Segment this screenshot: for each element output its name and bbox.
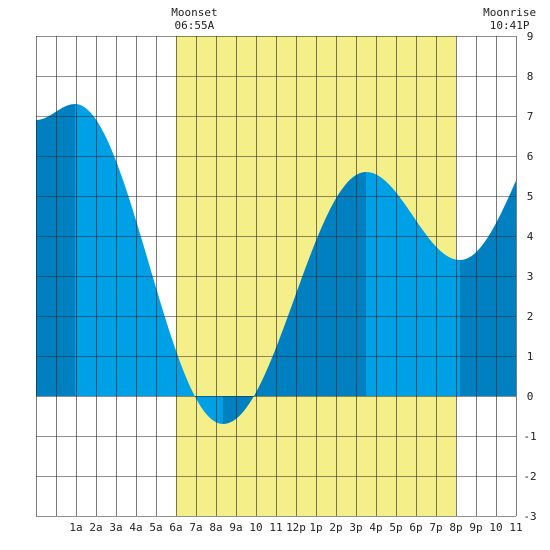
x-tick-label: 11 (269, 521, 282, 534)
x-tick-label: 12p (286, 521, 306, 534)
y-tick-label: 7 (527, 110, 534, 123)
tide-segment-2 (75, 104, 223, 424)
y-tick-label: -1 (523, 430, 536, 443)
y-tick-labels: -3 -2 -1 0 1 2 3 4 5 6 7 8 9 (523, 30, 536, 523)
x-tick-label: 1p (309, 521, 322, 534)
y-tick-label: 9 (527, 30, 534, 43)
x-tick-labels: 1a 2a 3a 4a 5a 6a 7a 8a 9a 10 11 12p 1p 2p 3p 4p 5p 6p 7p 8… (69, 521, 522, 534)
moon-annotations: Moonset 06:55A Moonrise 10:41P (171, 6, 536, 32)
x-tick-label: 9p (469, 521, 482, 534)
y-tick-label: 2 (527, 310, 534, 323)
x-tick-label: 4p (369, 521, 382, 534)
x-tick-label: 6a (169, 521, 182, 534)
x-tick-label: 3p (349, 521, 362, 534)
x-tick-label: 11 (509, 521, 522, 534)
x-tick-label: 9a (229, 521, 242, 534)
x-tick-label: 5p (389, 521, 402, 534)
y-tick-label: 8 (527, 70, 534, 83)
x-tick-label: 10 (249, 521, 262, 534)
x-tick-label: 2a (89, 521, 102, 534)
y-tick-label: 4 (527, 230, 534, 243)
y-tick-label: -3 (523, 510, 536, 523)
y-tick-label: 1 (527, 350, 534, 363)
moonset-label: Moonset (171, 6, 217, 19)
moonrise-time: 10:41P (490, 19, 530, 32)
x-tick-label: 8p (449, 521, 462, 534)
x-tick-label: 7p (429, 521, 442, 534)
tide-segment-3 (223, 172, 366, 424)
tide-segment-5 (460, 180, 516, 396)
y-tick-label: 6 (527, 150, 534, 163)
x-tick-label: 5a (149, 521, 162, 534)
tide-segment-1 (36, 104, 75, 396)
x-tick-label: 3a (109, 521, 122, 534)
x-tick-label: 2p (329, 521, 342, 534)
x-tick-label: 10 (489, 521, 502, 534)
x-tick-label: 1a (69, 521, 82, 534)
x-tick-label: 8a (209, 521, 222, 534)
x-tick-label: 7a (189, 521, 202, 534)
x-tick-label: 4a (129, 521, 142, 534)
tide-dark-bands (36, 104, 516, 424)
y-tick-label: -2 (523, 470, 536, 483)
y-tick-label: 0 (527, 390, 534, 403)
moonset-time: 06:55A (175, 19, 215, 32)
y-tick-label: 5 (527, 190, 534, 203)
y-tick-label: 3 (527, 270, 534, 283)
moonrise-label: Moonrise (483, 6, 536, 19)
grid-lines (36, 36, 517, 517)
x-tick-label: 6p (409, 521, 422, 534)
